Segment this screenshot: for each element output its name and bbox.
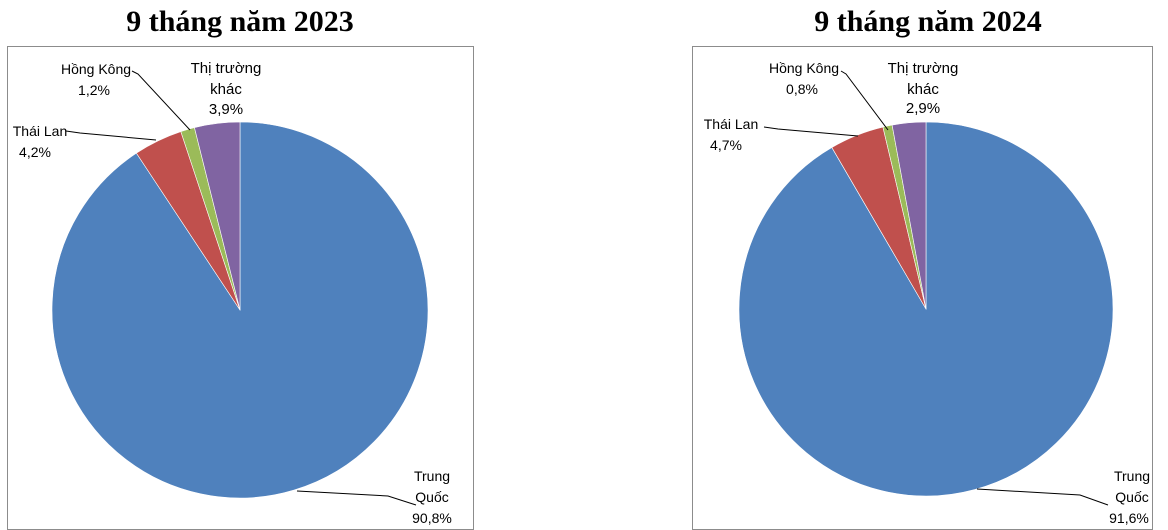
leader-line-hong-kong [131, 70, 191, 131]
leader-line-thai-lan [763, 126, 859, 137]
pie-chart-2024: 9 tháng năm 2024 Trung Quốc 91,6% Thái Lan 4… [688, 0, 1168, 530]
slice-value-trung-quoc: 91,6% [1109, 510, 1149, 526]
slice-value-hong-kong: 1,2% [78, 82, 110, 98]
slice-value-thai-lan: 4,7% [710, 137, 742, 153]
slice-label-thi-truong-khac: khác [210, 81, 242, 98]
slice-label-trung-quoc: Trung [414, 468, 450, 484]
pie-svg-2023: Trung Quốc 90,8% Thái Lan 4,2% Hồng Kông 1,2% T… [13, 60, 452, 526]
leader-line-trung-quoc [296, 490, 417, 506]
slice-label-thai-lan: Thái Lan [704, 116, 758, 132]
pie-svg-2024: Trung Quốc 91,6% Thái Lan 4,7% Hồng Kông 0,8% T… [704, 60, 1150, 526]
slice-value-hong-kong: 0,8% [786, 81, 818, 97]
slice-label-hong-kong: Hồng Kông [61, 61, 131, 77]
slice-label-hong-kong: Hồng Kông [769, 60, 839, 76]
chart-title-2024: 9 tháng năm 2024 [814, 5, 1042, 38]
slice-label-trung-quoc: Quốc [415, 489, 448, 505]
slice-label-thi-truong-khac: khác [907, 81, 939, 98]
slice-value-trung-quoc: 90,8% [412, 510, 452, 526]
slice-label-thi-truong-khac: Thị trường [888, 60, 959, 77]
slice-value-thi-truong-khac: 2,9% [906, 100, 940, 117]
pie-slice-thi-truong-khac [194, 121, 241, 311]
slice-value-thai-lan: 4,2% [19, 144, 51, 160]
pie-chart-2023: 9 tháng năm 2023 Trung Quốc 90,8% Thái Lan 4… [0, 0, 480, 530]
slice-value-thi-truong-khac: 3,9% [209, 101, 243, 118]
slice-label-trung-quoc: Quốc [1115, 489, 1148, 505]
leader-line-trung-quoc [976, 488, 1109, 506]
slice-label-thai-lan: Thái Lan [13, 123, 67, 139]
chart-title-2023: 9 tháng năm 2023 [126, 5, 354, 38]
slice-label-trung-quoc: Trung [1114, 468, 1150, 484]
pie-slice-thi-truong-khac [891, 121, 927, 310]
leader-line-thai-lan [65, 130, 157, 141]
slice-label-thi-truong-khac: Thị trường [191, 60, 262, 77]
leader-line-hong-kong [840, 70, 889, 131]
